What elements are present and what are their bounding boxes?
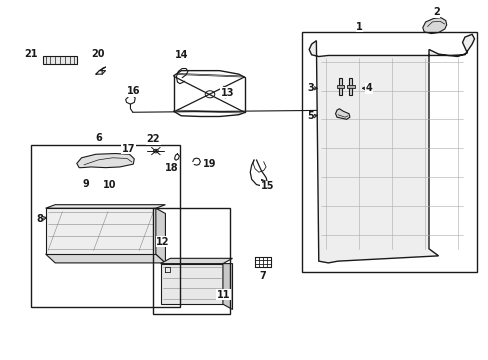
Text: 8: 8: [36, 214, 43, 224]
FancyBboxPatch shape: [43, 56, 77, 64]
Text: 3: 3: [306, 83, 313, 93]
Text: 1: 1: [355, 22, 362, 32]
Text: 20: 20: [91, 49, 105, 59]
Text: 7: 7: [259, 271, 265, 281]
Polygon shape: [335, 109, 349, 119]
Polygon shape: [336, 85, 344, 88]
Text: 5: 5: [306, 112, 313, 121]
Circle shape: [153, 149, 158, 153]
Polygon shape: [422, 18, 446, 33]
Text: 2: 2: [432, 8, 439, 17]
Text: 16: 16: [126, 86, 140, 96]
Polygon shape: [160, 264, 223, 304]
Text: 17: 17: [122, 144, 135, 154]
Polygon shape: [45, 208, 156, 254]
Polygon shape: [77, 153, 134, 168]
Polygon shape: [308, 34, 473, 263]
Text: 14: 14: [174, 50, 187, 60]
Text: 19: 19: [203, 159, 216, 169]
Text: 10: 10: [102, 180, 116, 190]
Polygon shape: [349, 78, 351, 95]
Polygon shape: [111, 156, 128, 163]
Text: 13: 13: [221, 87, 234, 98]
Text: 21: 21: [24, 49, 38, 59]
Text: 4: 4: [365, 83, 372, 93]
Bar: [31, 145, 180, 307]
Circle shape: [205, 91, 214, 98]
Bar: [153, 208, 230, 314]
Bar: [302, 32, 476, 272]
Text: 22: 22: [146, 134, 160, 144]
Polygon shape: [338, 78, 341, 95]
Polygon shape: [223, 264, 232, 310]
Text: 11: 11: [216, 290, 230, 300]
Text: 9: 9: [82, 179, 89, 189]
Polygon shape: [45, 205, 165, 208]
Polygon shape: [45, 254, 165, 263]
Text: 15: 15: [260, 181, 274, 192]
Polygon shape: [156, 208, 165, 263]
Polygon shape: [346, 85, 354, 88]
Text: 6: 6: [95, 133, 102, 143]
Polygon shape: [160, 258, 232, 264]
Text: 12: 12: [156, 237, 169, 247]
Text: 18: 18: [164, 163, 178, 173]
